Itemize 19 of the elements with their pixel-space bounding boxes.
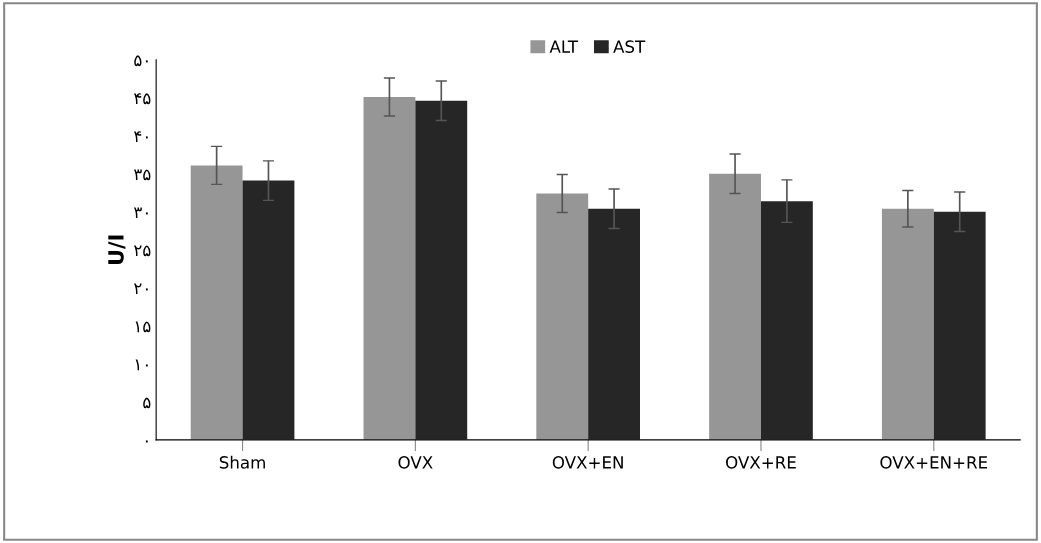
y-tick-label: ۱۵ (135, 321, 151, 333)
y-tick-label: ۵۰ (134, 55, 148, 67)
y-axis-title: U/I (108, 235, 126, 265)
x-tick-label: OVX (398, 456, 433, 469)
legend-label: AST (613, 40, 646, 53)
x-tick-label: OVX+RE (726, 456, 796, 469)
y-tick-label: ۲۰ (134, 283, 148, 295)
y-tick-label: ۵ (143, 397, 151, 409)
x-tick-label: OVX+EN+RE (880, 456, 988, 469)
y-tick-label: ۴۰ (134, 131, 148, 143)
x-tick-label: OVX+EN (552, 456, 623, 469)
x-tick-label: Sham (219, 455, 265, 469)
y-tick-label: ۲۵ (134, 245, 151, 257)
y-tick-label: ۴۵ (134, 93, 151, 105)
y-tick-label: ۳۰ (134, 207, 148, 219)
legend-label: ALT (549, 40, 579, 53)
y-tick-label: ۳۵ (134, 169, 151, 181)
y-tick-label: ۱۰ (135, 359, 148, 371)
y-tick-label: ۰ (145, 440, 148, 443)
